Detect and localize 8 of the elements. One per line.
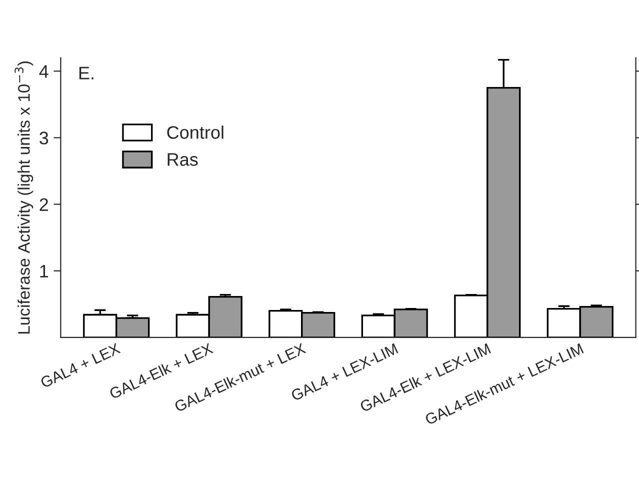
y-tick-label: 3	[40, 132, 48, 144]
annotation: E.	[79, 66, 94, 80]
legend-label: Control	[167, 126, 224, 139]
y-tick-label: 1	[40, 264, 48, 278]
y-tick-label: 4	[39, 65, 48, 78]
y-tick-label: 2	[40, 198, 48, 211]
legend-label: Ras	[168, 153, 198, 166]
y-axis-title: Luciferase Activity (light units x 10$^{−3}$)	[14, 62, 34, 334]
